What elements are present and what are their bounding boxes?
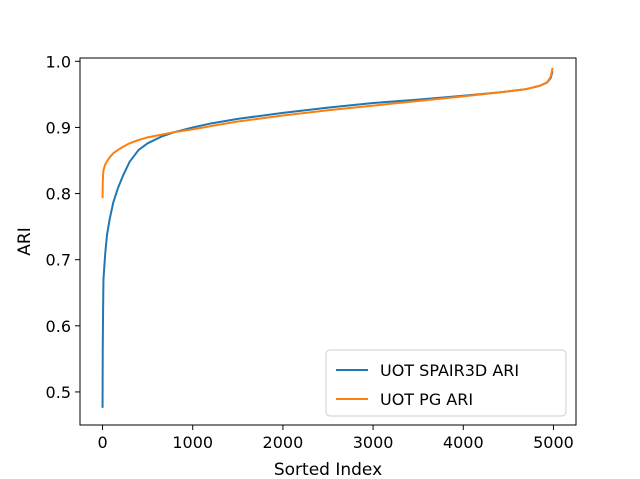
x-tick-label: 5000 bbox=[533, 433, 574, 452]
legend-box bbox=[325, 349, 567, 417]
x-tick-label: 4000 bbox=[443, 433, 484, 452]
y-tick-label: 1.0 bbox=[46, 52, 71, 71]
x-axis-label: Sorted Index bbox=[274, 460, 382, 479]
y-tick-label: 0.8 bbox=[46, 185, 71, 204]
x-tick-label: 3000 bbox=[353, 433, 394, 452]
legend: UOT SPAIR3D ARI UOT PG ARI bbox=[325, 349, 567, 417]
y-tick-label: 0.5 bbox=[46, 383, 71, 402]
series-line-1 bbox=[101, 67, 554, 199]
series-layer bbox=[101, 67, 554, 408]
y-axis-label: ARI bbox=[15, 227, 35, 255]
plot-frame bbox=[79, 57, 577, 426]
y-tick-label: 0.6 bbox=[46, 317, 71, 336]
x-tick-label: 0 bbox=[97, 433, 107, 452]
legend-label: UOT PG ARI bbox=[380, 390, 473, 409]
legend-label: UOT SPAIR3D ARI bbox=[380, 361, 519, 380]
x-axis: 0 1000 2000 3000 4000 5000 bbox=[97, 425, 574, 452]
y-tick-label: 0.7 bbox=[46, 251, 71, 270]
x-tick-label: 1000 bbox=[172, 433, 213, 452]
y-tick-label: 0.9 bbox=[46, 118, 71, 137]
x-tick-label: 2000 bbox=[263, 433, 304, 452]
y-axis: 0.5 0.6 0.7 0.8 0.9 1.0 bbox=[46, 52, 80, 402]
